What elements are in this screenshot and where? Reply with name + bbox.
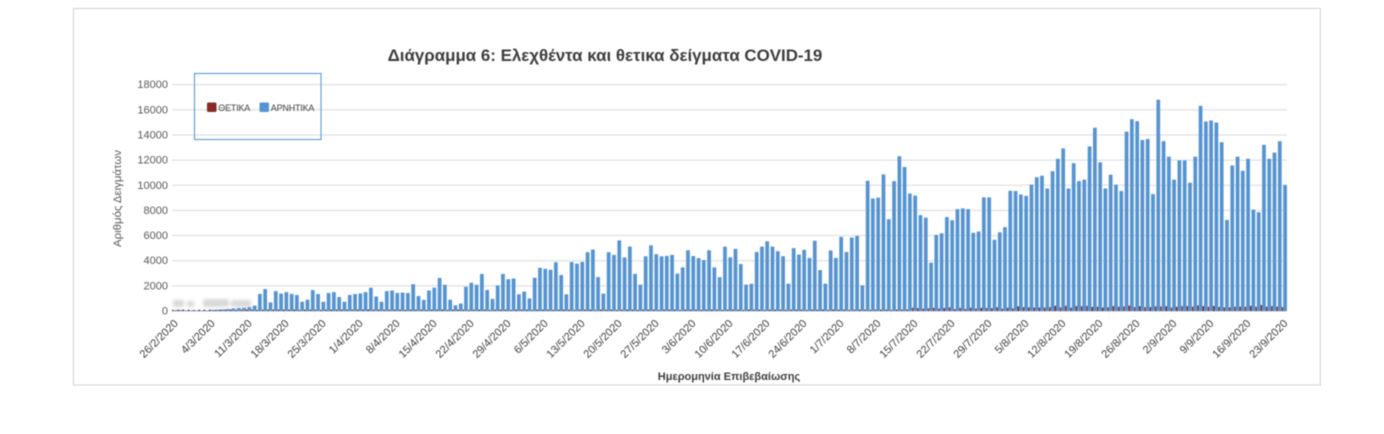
svg-text:ΘΕΤΙΚΑ: ΘΕΤΙΚΑ [218, 103, 250, 113]
svg-text:2000: 2000 [144, 280, 168, 292]
svg-text:16000: 16000 [137, 104, 168, 116]
svg-text:8000: 8000 [144, 205, 168, 217]
svg-text:18000: 18000 [137, 79, 168, 91]
svg-text:Ημερομηνία Επιβεβαίωσης: Ημερομηνία Επιβεβαίωσης [658, 371, 801, 383]
svg-text:0: 0 [162, 306, 168, 318]
svg-text:10000: 10000 [137, 180, 168, 192]
svg-text:14000: 14000 [137, 129, 168, 141]
svg-text:ΑΡΝΗΤΙΚΑ: ΑΡΝΗΤΙΚΑ [271, 103, 315, 113]
svg-text:Διάγραμμα 6: Ελεχθέντα και θετ: Διάγραμμα 6: Ελεχθέντα και θετικα δείγμα… [388, 46, 823, 65]
svg-text:Αριθμός Δειγμάτων: Αριθμός Δειγμάτων [112, 150, 124, 247]
svg-text:4000: 4000 [144, 255, 168, 267]
svg-text:6000: 6000 [144, 230, 168, 242]
svg-text:12000: 12000 [137, 155, 168, 167]
